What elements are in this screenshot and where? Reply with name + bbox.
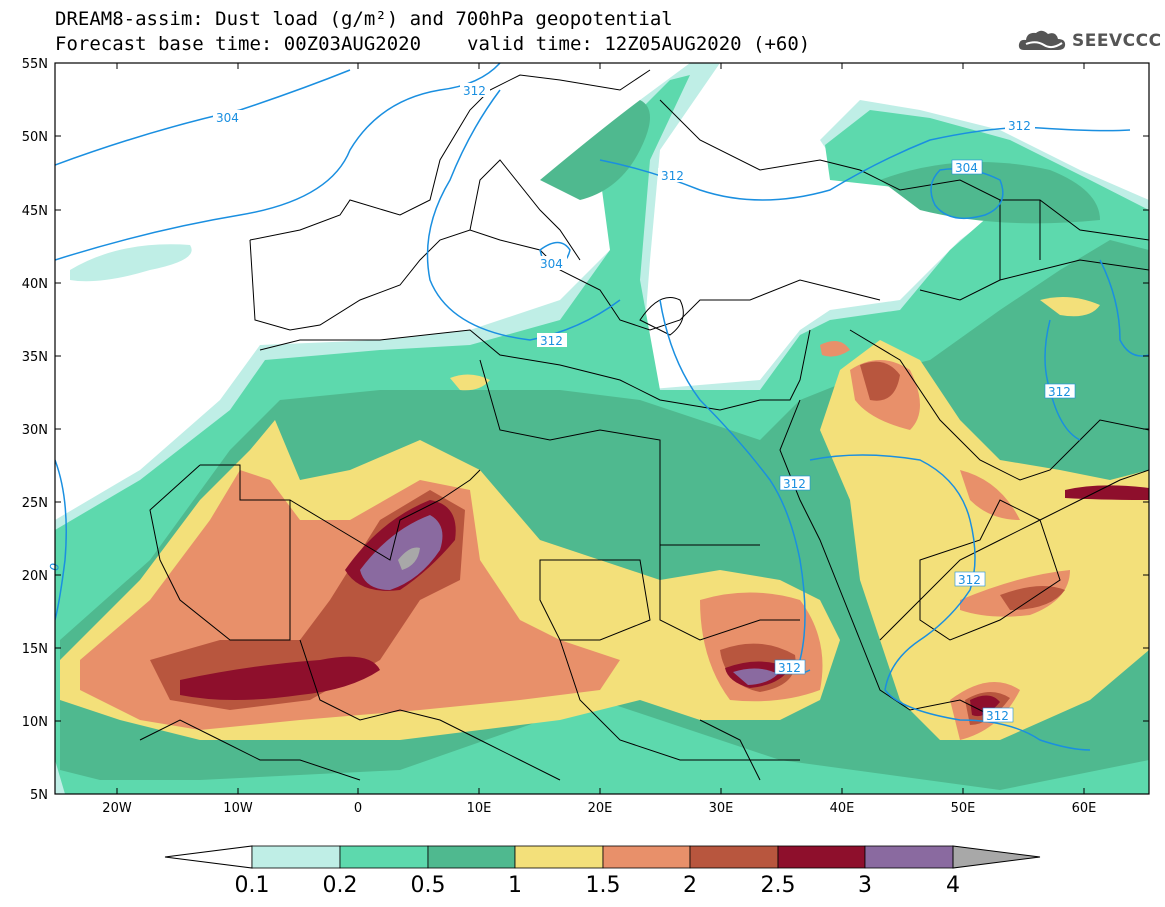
map-title: DREAM8-assim: Dust load (g/m²) and 700hP… xyxy=(55,8,673,30)
contour-label: 312 xyxy=(661,169,684,183)
valid-time: valid time: 12Z05AUG2020 (+60) xyxy=(467,33,811,55)
contour-label: 304 xyxy=(216,111,239,125)
contour-labels: 304 312 312 304 312 312 312 304 312 312 … xyxy=(47,83,1076,723)
colorbar-label: 2.5 xyxy=(761,873,796,898)
lon-tick-label: 60E xyxy=(1072,801,1097,816)
lon-tick-label: 20E xyxy=(588,801,613,816)
time-info: Forecast base time: 00Z03AUG2020 valid ti… xyxy=(55,33,810,55)
colorbar-label: 4 xyxy=(946,873,960,898)
contour-label: 312 xyxy=(986,709,1009,723)
lat-tick-label: 45N xyxy=(22,204,48,219)
contour-label: 304 xyxy=(540,257,563,271)
lon-tick-label: 40E xyxy=(830,801,855,816)
colorbar: 0.1 0.2 0.5 1 1.5 2 2.5 3 4 xyxy=(164,845,1041,898)
lon-tick-label: 10W xyxy=(223,801,253,816)
lat-tick-label: 30N xyxy=(22,423,48,438)
lon-tick-label: 50E xyxy=(951,801,976,816)
colorbar-segment xyxy=(689,845,779,869)
lat-tick-label: 10N xyxy=(22,715,48,730)
lat-tick-label: 25N xyxy=(22,496,48,511)
colorbar-segment xyxy=(777,845,866,869)
colorbar-high-arrow xyxy=(952,845,1041,869)
lon-tick-label: 20W xyxy=(102,801,132,816)
colorbar-segment xyxy=(339,845,429,869)
colorbar-segment xyxy=(864,845,954,869)
lat-tick-label: 5N xyxy=(30,788,48,803)
lon-axis: 20W 10W 0 10E 20E 30E 40E 50E 60E xyxy=(102,63,1096,816)
colorbar-label: 1 xyxy=(508,873,522,898)
logo-text: SEEVCCC xyxy=(1072,31,1162,51)
cloud-icon xyxy=(1018,30,1066,50)
lon-tick-label: 0 xyxy=(354,801,362,816)
colorbar-label: 0.2 xyxy=(323,873,358,898)
colorbar-label: 2 xyxy=(683,873,697,898)
lat-tick-label: 35N xyxy=(22,350,48,365)
lat-tick-label: 20N xyxy=(22,569,48,584)
contour-label: 304 xyxy=(955,161,978,175)
contour-label: 312 xyxy=(463,84,486,98)
contour-label: 312 xyxy=(958,573,981,587)
contour-label: 312 xyxy=(783,477,806,491)
base-time: Forecast base time: 00Z03AUG2020 xyxy=(55,33,422,55)
colorbar-segment xyxy=(514,845,604,869)
lon-tick-label: 10E xyxy=(467,801,492,816)
seevccc-logo: SEEVCCC xyxy=(1018,28,1162,54)
colorbar-label: 0.5 xyxy=(411,873,446,898)
colorbar-low-arrow xyxy=(164,845,253,869)
colorbar-label: 3 xyxy=(858,873,872,898)
contour-label: 312 xyxy=(540,334,563,348)
dust-shading xyxy=(55,63,1149,794)
contour-label: 312 xyxy=(1008,119,1031,133)
colorbar-label: 1.5 xyxy=(586,873,621,898)
colorbar-segment xyxy=(251,845,341,869)
contour-label: 312 xyxy=(1048,385,1071,399)
lat-tick-label: 40N xyxy=(22,277,48,292)
lat-axis: 55N 50N 45N 40N 35N 30N 25N 20N 15N 10N … xyxy=(22,57,1149,803)
colorbar-label: 0.1 xyxy=(235,873,270,898)
lat-tick-label: 55N xyxy=(22,57,48,72)
colorbar-segment xyxy=(602,845,691,869)
lon-tick-label: 30E xyxy=(709,801,734,816)
colorbar-segment xyxy=(427,845,516,869)
contour-label: 312 xyxy=(778,661,801,675)
lat-tick-label: 50N xyxy=(22,130,48,145)
lat-tick-label: 15N xyxy=(22,642,48,657)
